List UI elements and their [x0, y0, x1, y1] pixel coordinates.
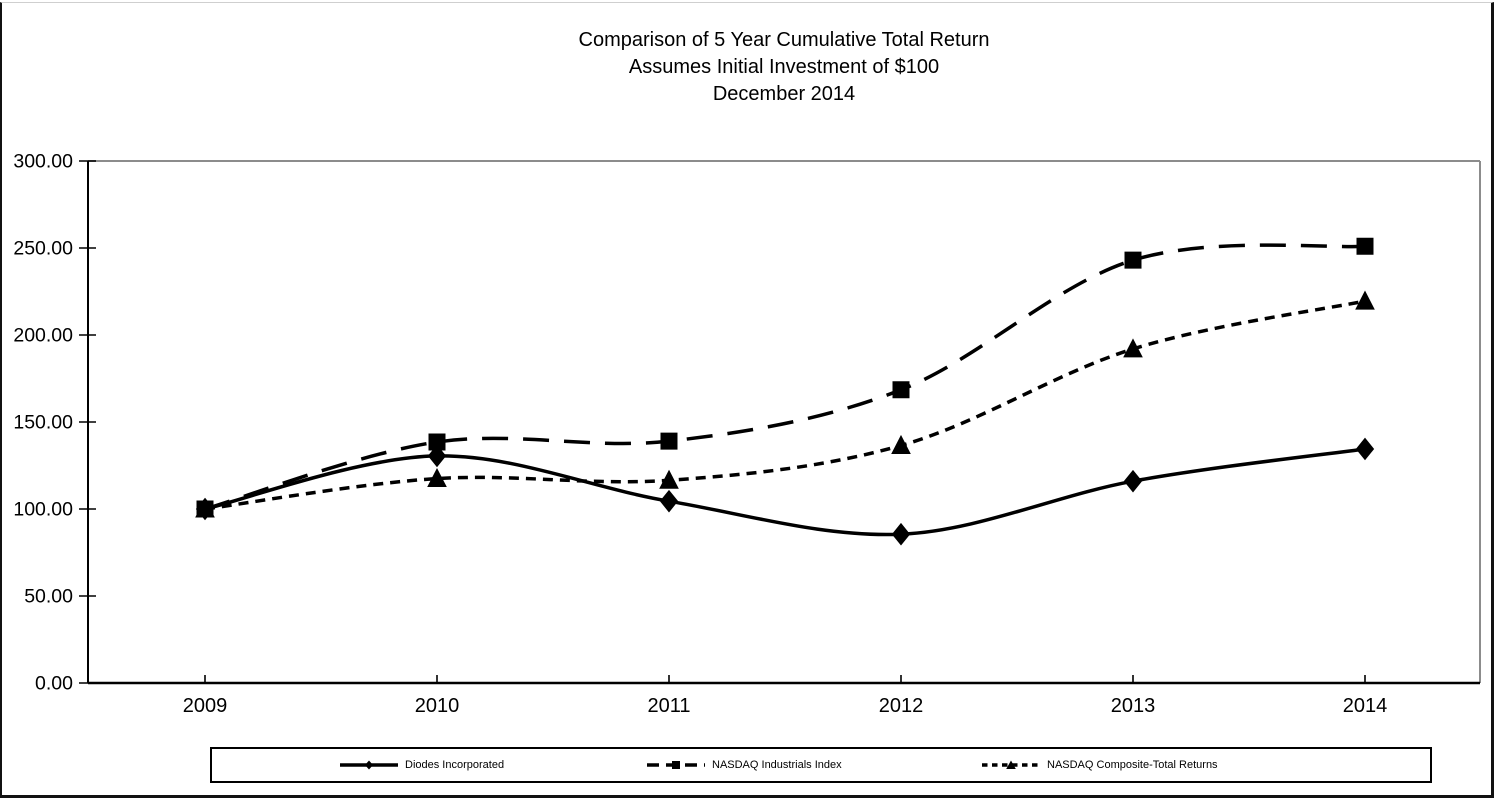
y-tick-label: 200.00	[13, 325, 73, 347]
square-marker-nasdaq-industrials-index	[428, 433, 446, 451]
chart-title-block: Comparison of 5 Year Cumulative Total Re…	[88, 27, 1480, 108]
series-line-nasdaq-industrials-index	[204, 243, 1366, 511]
x-tick-label: 2013	[1111, 695, 1156, 717]
chart-subtitle: Assumes Initial Investment of $100	[628, 56, 940, 78]
triangle-marker-nasdaq-composite-total-returns	[1123, 338, 1143, 358]
triangle-marker-nasdaq-composite-total-returns	[1355, 290, 1375, 310]
diamond-marker-diodes-incorporated	[427, 444, 447, 468]
series-line-diodes-incorporated	[204, 447, 1366, 537]
square-marker-nasdaq-industrials-index	[660, 432, 678, 450]
square-marker-nasdaq-industrials-index	[892, 381, 910, 399]
triangle-marker-nasdaq-composite-total-returns	[659, 469, 679, 489]
legend-label: NASDAQ Composite-Total Returns	[1047, 759, 1218, 771]
triangle-marker-nasdaq-composite-total-returns	[427, 467, 447, 488]
x-tick-label: 2011	[647, 695, 690, 717]
y-tick-label: 50.00	[24, 586, 73, 608]
x-tick-label: 2009	[183, 695, 228, 717]
chart-title: Comparison of 5 Year Cumulative Total Re…	[578, 29, 990, 51]
diamond-marker-diodes-incorporated	[1123, 469, 1143, 493]
legend-label: NASDAQ Industrials Index	[712, 759, 842, 771]
y-tick-label: 300.00	[13, 151, 73, 173]
legend-item-diodes-incorporated: Diodes Incorporated	[340, 749, 504, 781]
diamond-marker-diodes-incorporated	[891, 522, 911, 546]
x-tick-label: 2014	[1343, 695, 1388, 717]
y-tick-label: 250.00	[13, 238, 73, 260]
triangle-line-sample-icon	[982, 760, 1040, 769]
legend-label: Diodes Incorporated	[405, 759, 505, 771]
chart-legend: Diodes Incorporated NASDAQ Industrials In…	[210, 747, 1432, 783]
square-line-sample-icon	[647, 761, 705, 769]
triangle-marker-nasdaq-composite-total-returns	[891, 434, 911, 454]
square-marker-nasdaq-industrials-index	[1124, 251, 1142, 269]
y-tick-label: 150.00	[13, 412, 73, 434]
series-line-nasdaq-composite-total-returns	[204, 299, 1366, 511]
y-tick-label: 0.00	[35, 673, 73, 695]
x-tick-label: 2010	[415, 695, 460, 717]
x-tick-label: 2012	[879, 695, 924, 717]
y-tick-label: 100.00	[13, 499, 73, 521]
legend-item-nasdaq-composite-total-returns: NASDAQ Composite-Total Returns	[982, 749, 1218, 781]
square-marker-nasdaq-industrials-index	[1356, 237, 1374, 255]
diamond-marker-diodes-incorporated	[659, 489, 679, 513]
legend-item-nasdaq-industrials-index: NASDAQ Industrials Index	[647, 749, 842, 781]
chart-date-label: December 2014	[712, 83, 856, 105]
diamond-marker-diodes-incorporated	[1355, 437, 1375, 461]
diamond-line-sample-icon	[340, 760, 398, 770]
triangle-marker-nasdaq-composite-total-returns	[195, 498, 215, 518]
